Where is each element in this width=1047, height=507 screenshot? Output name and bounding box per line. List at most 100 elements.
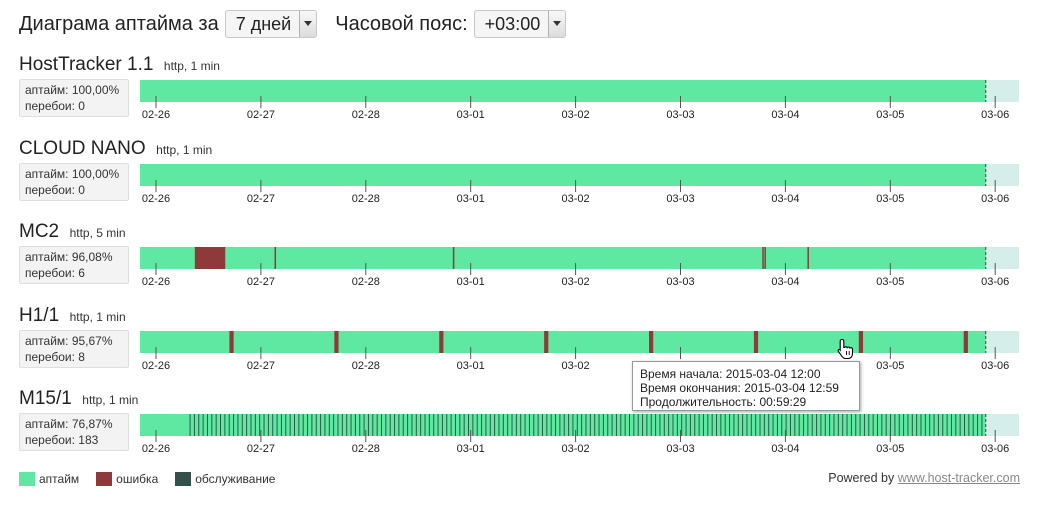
outage-hatch-line — [572, 414, 574, 436]
outage-hatch-line — [711, 414, 713, 436]
monitor-cloud-nano: CLOUD NANO http, 1 min аптайм: 100,00% п… — [19, 138, 1021, 222]
powered-link[interactable]: www.host-tracker.com — [897, 471, 1020, 485]
tick-label: 03-05 — [876, 193, 905, 205]
outage-hatch-line — [920, 414, 922, 436]
outage-hatch-line — [894, 414, 896, 436]
tick-label: 03-05 — [876, 276, 905, 288]
outage-hatch-line — [755, 414, 757, 436]
outage-hatch-line — [798, 414, 800, 436]
outages-stat: перебои: 6 — [25, 266, 85, 280]
outage-hatch-line — [959, 414, 961, 436]
outage-hatch-line — [637, 414, 639, 436]
outage-hatch-line — [824, 414, 826, 436]
tick-label: 03-06 — [981, 109, 1010, 121]
uptime-swatch — [19, 472, 35, 486]
outage-hatch-line — [950, 414, 952, 436]
chevron-down-icon[interactable] — [548, 11, 566, 37]
tick-label: 03-02 — [561, 443, 590, 455]
chevron-down-icon[interactable] — [299, 11, 317, 37]
legend-error-label: ошибка — [116, 472, 159, 486]
outage-hatch-line — [750, 414, 752, 436]
monitor-type: http, 1 min — [82, 393, 139, 407]
tooltip-start: Время начала: 2015-03-04 12:00 — [640, 367, 821, 381]
outage-hatch-line — [407, 414, 409, 436]
outage-hatch-line — [746, 414, 748, 436]
tick-label: 02-28 — [351, 443, 380, 455]
outage-hatch-line — [259, 414, 261, 436]
outage-hatch-line — [585, 414, 587, 436]
outage-hatch-line — [302, 414, 304, 436]
outage-hatch-line — [520, 414, 522, 436]
monitor-name[interactable]: CLOUD NANO — [19, 138, 146, 159]
outage-hatch-line — [911, 414, 913, 436]
monitor-name[interactable]: M15/1 — [19, 388, 72, 409]
outage-hatch-line — [685, 414, 687, 436]
outage-hatch-line — [772, 414, 774, 436]
outage-hatch-line — [820, 414, 822, 436]
monitor-stats: аптайм: 100,00% перебои: 0 — [19, 163, 129, 201]
tick-label: 03-03 — [666, 276, 695, 288]
tick-label: 02-28 — [351, 109, 380, 121]
outage-hatch-line — [655, 414, 657, 436]
outage-hatch-line — [272, 414, 274, 436]
monitor-type: http, 1 min — [163, 59, 220, 73]
outage-hatch-line — [668, 414, 670, 436]
outage-hatch-line — [672, 414, 674, 436]
outage-hatch-line — [563, 414, 565, 436]
legend-error: ошибка — [96, 472, 158, 486]
outage-hatch-line — [206, 414, 208, 436]
tick-label: 03-01 — [456, 276, 485, 288]
monitor-name[interactable]: HostTracker 1.1 — [19, 54, 154, 75]
monitor-name[interactable]: MC2 — [19, 221, 60, 242]
outage-hatch-line — [341, 414, 343, 436]
hand-cursor-icon — [837, 338, 854, 360]
tick-label: 03-03 — [666, 109, 695, 121]
error-swatch — [96, 472, 113, 486]
outage-hatch-line — [724, 414, 726, 436]
outage-hatch-line — [350, 414, 352, 436]
outage-hatch-line — [694, 414, 696, 436]
outage-hatch-line — [498, 414, 500, 436]
monitor-mc2: MC2 http, 5 min аптайм: 96,08% перебои: … — [19, 221, 1021, 305]
outage-hatch-line — [359, 414, 361, 436]
outage-hatch-line — [776, 414, 778, 436]
monitor-title: HostTracker 1.1 http, 1 min — [19, 54, 220, 76]
outage-hatch-line — [454, 414, 456, 436]
monitor-name[interactable]: H1/1 — [19, 305, 60, 326]
powered-prefix: Powered by — [828, 471, 895, 485]
tick-label: 03-04 — [771, 109, 800, 121]
error-segment — [194, 247, 226, 269]
outage-hatch-line — [890, 414, 892, 436]
period-select[interactable]: 7 дней — [224, 10, 318, 38]
outage-hatch-line — [628, 414, 630, 436]
tick-label: 03-01 — [456, 360, 485, 372]
tick-label: 03-01 — [456, 443, 485, 455]
outage-hatch-line — [816, 414, 818, 436]
tooltip-end: Время окончания: 2015-03-04 12:59 — [640, 381, 839, 395]
outage-hatch-line — [211, 414, 213, 436]
outage-hatch-line — [885, 414, 887, 436]
outage-hatch-line — [367, 414, 369, 436]
outage-hatch-line — [698, 414, 700, 436]
legend-uptime: аптайм — [19, 472, 79, 486]
outage-hatch-line — [763, 414, 765, 436]
outage-hatch-line — [937, 414, 939, 436]
outage-hatch-line — [537, 414, 539, 436]
outage-hatch-line — [872, 414, 874, 436]
outage-hatch-line — [450, 414, 452, 436]
outage-hatch-line — [428, 414, 430, 436]
tick-label: 03-05 — [876, 443, 905, 455]
outage-hatch-line — [415, 414, 417, 436]
tick-label: 03-05 — [876, 360, 905, 372]
tick-label: 03-05 — [876, 109, 905, 121]
tick-label: 02-28 — [351, 193, 380, 205]
uptime-timeline[interactable]: 02-2602-2702-2803-0103-0203-0303-0403-05… — [140, 331, 1019, 373]
outage-hatch-line — [402, 414, 404, 436]
timezone-select[interactable]: +03:00 — [473, 10, 567, 38]
outage-hatch-line — [524, 414, 526, 436]
tick-label: 03-02 — [561, 360, 590, 372]
